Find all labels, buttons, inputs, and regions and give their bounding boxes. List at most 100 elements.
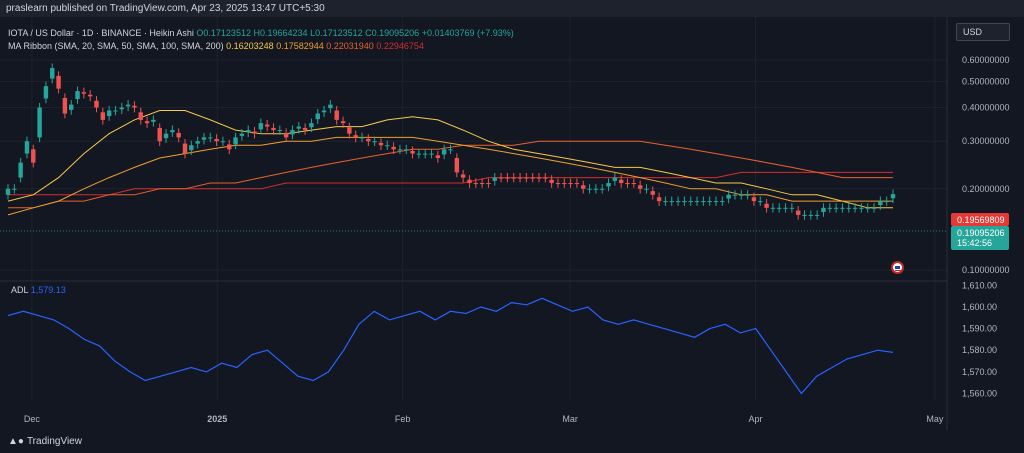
candle-body [264,124,270,127]
publish-info-text: praslearn published on TradingView.com, … [6,3,325,14]
candle-body [587,188,592,190]
price-chart-svg[interactable]: 0.10000000 0.20000000 0.30000000 0.40000000… [0,17,1024,430]
candle-body [846,207,851,209]
candle-body [296,126,301,129]
candle-body [865,207,870,209]
time-tick-label: May [926,414,944,424]
price-tick-label: 0.40000000 [962,103,1010,113]
currency-button[interactable]: USD [956,23,1010,41]
candle-body [404,149,409,151]
candle-body [227,144,232,150]
candle-body [435,155,441,159]
candle-body [283,132,289,138]
candle-body [100,112,106,120]
candle-body [359,137,365,139]
candle-body [69,104,74,110]
adl-value: 1,579.13 [30,285,66,295]
candle-body [543,177,548,179]
candle-body [637,185,643,189]
ma-ribbon-label: MA Ribbon (SMA, 20, SMA, 50, SMA, 100, S… [8,41,224,51]
candle-body [549,179,554,184]
candle-body [694,201,700,203]
candle-body [460,174,466,178]
ma-ribbon-value-20: 0.16203248 [226,41,274,51]
price-tick-label: 0.10000000 [962,265,1010,275]
adl-series-line [7,297,894,395]
tv-logo-icon: ▲● [8,436,24,447]
candle-body [132,105,137,108]
candle-body [517,177,523,179]
candle-body [663,201,668,203]
candle-body [12,188,17,190]
adl-scale-ticks: 1,560.00 1,570.00 1,580.00 1,590.00 1,600.00… [962,280,997,398]
symbol-legend: IOTA / US Dollar · 1D · BINANCE · Heikin… [8,28,514,38]
candle-body [309,123,314,128]
candle-body [157,127,162,142]
candle-body [606,183,611,187]
candle-body [302,127,308,131]
candle-body [208,137,213,139]
ma-ribbon-value-50: 0.17582944 [276,41,324,51]
flag-icon[interactable] [891,261,904,274]
candle-body [688,201,693,203]
candle-body [770,207,776,209]
candle-body [18,162,23,178]
candle-body [555,183,561,185]
adl-tick-label: 1,570.00 [962,367,997,377]
ma-ribbon-legend: MA Ribbon (SMA, 20, SMA, 50, SMA, 100, S… [8,41,424,51]
candle-body [720,201,725,203]
candle-body [739,194,744,196]
candle-body [593,188,599,190]
candle-body [618,179,624,184]
price-tick-label: 0.60000000 [962,55,1010,65]
candle-body [189,145,194,151]
grid-lines [0,17,947,400]
candle-body [144,121,150,124]
ohlc-low: L0.17123512 [310,28,363,38]
candle-body [43,86,49,99]
candle-body [106,110,112,117]
candle-body [87,94,93,97]
candle-body [492,177,497,181]
candle-body [574,183,580,185]
sma20-line [7,110,893,209]
symbol-title: IOTA / US Dollar · 1D · BINANCE · Heikin… [8,28,194,38]
candle-body [366,138,371,142]
ma-price-tag: 0.19569809 [951,213,1009,226]
candle-body [808,214,814,216]
candle-body [789,207,795,209]
candle-body [239,133,245,136]
candle-body [81,92,87,94]
candle-body [385,145,390,147]
adl-line [7,297,894,395]
candle-body [814,214,820,216]
candle-body [859,207,864,209]
candle-body [764,203,769,208]
candle-body [56,75,61,89]
ohlc-open: O0.17123512 [196,28,251,38]
candle-body [524,177,529,179]
candle-body [644,188,649,190]
adl-tick-label: 1,580.00 [962,345,997,355]
adl-tick-label: 1,590.00 [962,324,997,334]
chart-area[interactable]: 0.10000000 0.20000000 0.30000000 0.40000000… [0,17,1024,430]
candle-body [62,97,68,114]
candle-body [467,179,472,184]
candle-body [505,177,510,179]
candle-body [454,158,460,173]
candle-body [397,149,403,151]
tradingview-logo: ▲● TradingView [8,436,82,447]
candle-body [271,127,276,131]
candle-body [827,207,832,209]
candle-body [182,143,188,154]
footer-bar: ▲● TradingView [0,430,1024,453]
candle-body [581,185,586,189]
ohlc-change: +0.01403769 (+7.93%) [421,28,514,38]
candle-body [530,177,535,179]
candle-body [151,119,156,122]
time-tick-label: Mar [562,414,578,424]
last-price-tag: 0.19095206 15:42:56 [951,226,1009,250]
candle-body [416,153,422,155]
candle-body [334,110,339,120]
candle-body [31,149,36,163]
